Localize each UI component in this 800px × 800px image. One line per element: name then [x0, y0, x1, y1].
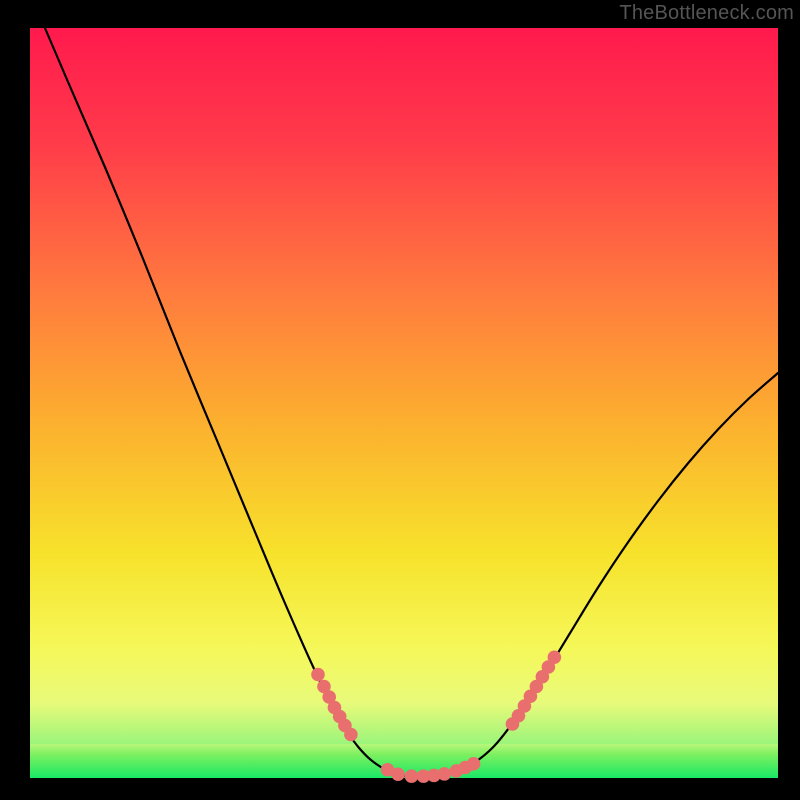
curve-marker	[311, 668, 325, 682]
plot-area	[30, 28, 778, 778]
attribution-text: TheBottleneck.com	[619, 2, 794, 25]
marker-cluster-left	[311, 668, 358, 742]
marker-cluster-right	[506, 650, 561, 730]
bottleneck-curve	[45, 28, 778, 777]
curve-marker	[405, 769, 419, 783]
curve-marker	[391, 767, 405, 781]
curve-marker	[467, 757, 481, 771]
marker-cluster-bottom	[381, 757, 481, 783]
curve-marker	[438, 767, 452, 781]
curve-layer	[30, 28, 778, 778]
curve-marker	[344, 728, 358, 742]
curve-marker	[548, 650, 562, 664]
